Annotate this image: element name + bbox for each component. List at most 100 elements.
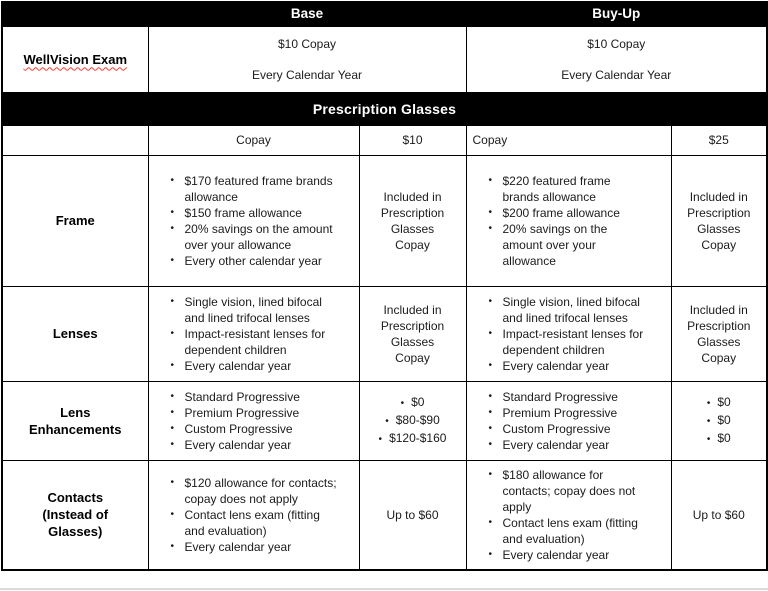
plan-header-buyup: Buy-Up: [465, 1, 768, 27]
row-label-contacts: Contacts (Instead of Glasses): [1, 459, 149, 571]
bullet-item: • $0: [672, 430, 767, 448]
copay-header-empty-cell: [1, 124, 149, 156]
copay-label-buyup: Copay: [465, 124, 672, 156]
copay-label-base: Copay: [147, 124, 360, 156]
bullet-item: • Standard Progressive: [169, 389, 339, 405]
bullet-text: $0: [411, 394, 425, 409]
bullet-icon: •: [400, 397, 405, 409]
bullet-item: • Custom Progressive: [487, 421, 651, 437]
bullet-icon: •: [488, 174, 493, 186]
bullet-icon: •: [170, 206, 175, 218]
lenses-buyup-description: • Single vision, lined bifocal and lined …: [465, 285, 672, 382]
bullet-icon: •: [170, 540, 175, 552]
bullet-item: • $170 featured frame brands allowance: [169, 173, 339, 205]
bullet-text: $0: [717, 430, 731, 445]
section-header-prescription-glasses: Prescription Glasses: [1, 91, 768, 126]
bullet-item: • $120 allowance for contacts; copay does…: [169, 475, 339, 507]
bullet-item: • Every calendar year: [487, 358, 651, 374]
bullet-text: 20% savings on the amount over your allo…: [502, 221, 608, 268]
bullet-item: • $120-$160: [360, 430, 466, 448]
bullet-item: • Every calendar year: [487, 547, 651, 563]
bullet-item: • Impact-resistant lenses for dependent c…: [169, 326, 339, 358]
bullet-icon: •: [488, 468, 493, 480]
bullet-icon: •: [488, 222, 493, 234]
bullet-icon: •: [488, 327, 493, 339]
bullet-item: • Single vision, lined bifocal and lined …: [487, 294, 651, 326]
bullet-text: Single vision, lined bifocal and lined t…: [502, 294, 640, 325]
vision-benefits-table: Base Buy-Up WellVision Exam $10 Copay Eve…: [1, 1, 768, 571]
bullet-item: • $0: [672, 412, 767, 430]
lens-enhancements-base-copay: • $0 • $80-$90 • $120-$160: [358, 380, 467, 461]
bullet-text: $150 frame allowance: [184, 205, 302, 220]
frame-buyup-description: • $220 featured frame brands allowance • $2…: [465, 154, 672, 287]
bullet-text: $80-$90: [395, 412, 440, 427]
bullet-text: Single vision, lined bifocal and lined t…: [184, 294, 322, 325]
row-label-lenses: Lenses: [1, 285, 149, 382]
wellvision-exam-row: WellVision Exam $10 Copay Every Calendar …: [1, 25, 768, 93]
bullet-text: Every calendar year: [184, 437, 292, 452]
text-line: Enhancements: [29, 421, 122, 437]
bullet-text: Every calendar year: [184, 358, 292, 373]
lens-enhancements-buyup-copay: • $0 • $0 • $0: [670, 380, 768, 461]
frame-base-description: • $170 featured frame brands allowance • $1…: [147, 154, 360, 287]
text-line: Contacts: [47, 490, 104, 506]
bullet-icon: •: [488, 295, 493, 307]
bullet-text: 20% savings on the amount over your allo…: [184, 221, 333, 252]
bullet-icon: •: [170, 295, 175, 307]
bullet-icon: •: [170, 254, 175, 266]
bullet-item: • Impact-resistant lenses for dependent c…: [487, 326, 651, 358]
lenses-base-copay: Included in Prescription Glasses Copay: [358, 285, 467, 382]
row-label-frame: Frame: [1, 154, 149, 287]
bullet-icon: •: [170, 327, 175, 339]
lenses-base-description: • Single vision, lined bifocal and lined …: [147, 285, 360, 382]
copay-value-buyup: $25: [670, 124, 768, 156]
bullet-icon: •: [170, 222, 175, 234]
bullet-text: Premium Progressive: [502, 405, 618, 420]
bullet-icon: •: [170, 390, 175, 402]
benefit-row-contacts: Contacts (Instead of Glasses) • $120 allowa…: [1, 459, 768, 571]
text-line: Frame: [55, 213, 95, 228]
bullet-text: $200 frame allowance: [502, 205, 620, 220]
bullet-icon: •: [170, 422, 175, 434]
bullet-text: Custom Progressive: [184, 421, 293, 436]
row-label-lens-enhancements: Lens Enhancements: [1, 380, 149, 461]
bullet-item: • Standard Progressive: [487, 389, 651, 405]
bullet-icon: •: [170, 438, 175, 450]
bullet-item: • $180 allowance for contacts; copay does…: [487, 467, 651, 515]
lens-enhancements-base-description: • Standard Progressive • Premium Progressiv…: [147, 380, 360, 461]
plan-header-base: Base: [147, 1, 467, 27]
bullet-text: Every calendar year: [502, 547, 610, 562]
bullet-icon: •: [385, 415, 389, 427]
bullet-icon: •: [170, 359, 175, 371]
bullet-item: • $0: [672, 394, 767, 412]
bullet-item: • Premium Progressive: [487, 405, 651, 421]
bullet-icon: •: [706, 415, 711, 427]
bullet-item: • Premium Progressive: [169, 405, 339, 421]
frame-base-copay: Included in Prescription Glasses Copay: [358, 154, 467, 287]
bullet-text: $180 allowance for contacts; copay does …: [502, 467, 636, 514]
plan-header-row: Base Buy-Up: [1, 1, 768, 27]
bullet-text: Contact lens exam (fitting and evaluatio…: [502, 515, 638, 546]
lenses-buyup-copay: Included in Prescription Glasses Copay: [670, 285, 768, 382]
lens-enhancements-buyup-description: • Standard Progressive • Premium Progressiv…: [465, 380, 672, 461]
bullet-text: $120-$160: [389, 430, 447, 445]
bullet-item: • Every calendar year: [169, 539, 339, 555]
bullet-item: • Every calendar year: [169, 437, 339, 453]
bullet-icon: •: [488, 548, 493, 560]
contacts-base-description: • $120 allowance for contacts; copay does…: [147, 459, 360, 571]
text-line: Every Calendar Year: [251, 67, 363, 82]
bullet-item: • $150 frame allowance: [169, 205, 339, 221]
bullet-item: • $80-$90: [360, 412, 466, 430]
bullet-icon: •: [170, 476, 175, 488]
wellvision-exam-label: WellVision Exam: [23, 51, 128, 67]
benefit-row-lens-enhancements: Lens Enhancements • Standard Progressive • P…: [1, 380, 768, 461]
wellvision-base-cell: $10 Copay Every Calendar Year: [147, 25, 467, 93]
copay-value-base: $10: [358, 124, 467, 156]
bullet-text: Impact-resistant lenses for dependent ch…: [502, 326, 644, 357]
bullet-icon: •: [706, 397, 711, 409]
bullet-text: Every calendar year: [502, 437, 610, 452]
bullet-text: $0: [717, 412, 731, 427]
bullet-text: Impact-resistant lenses for dependent ch…: [184, 326, 326, 357]
bullet-text: Every calendar year: [502, 358, 610, 373]
bullet-item: • Every other calendar year: [169, 253, 339, 269]
